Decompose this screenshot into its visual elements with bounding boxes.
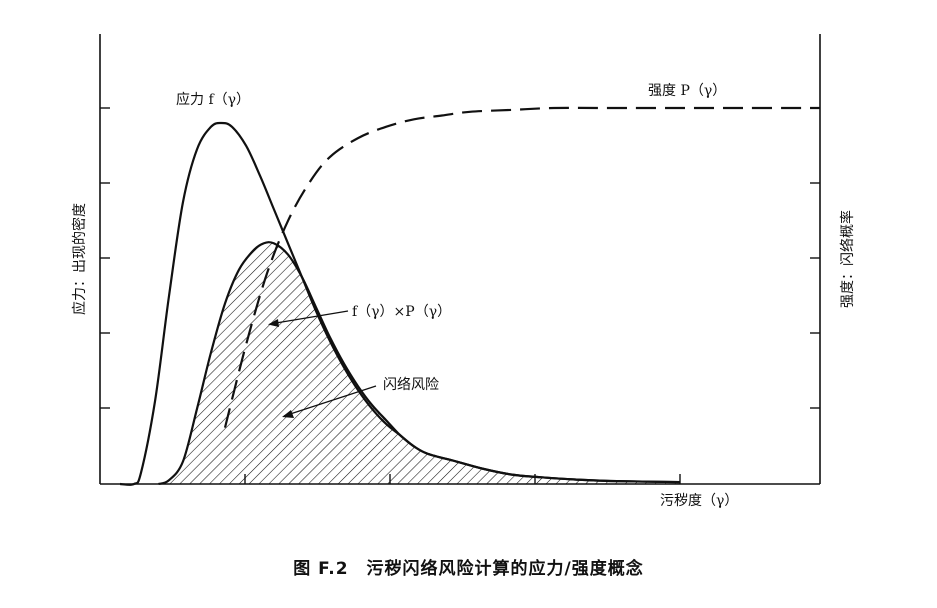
flashover-risk-area: [158, 242, 680, 484]
series-stress-line: [119, 121, 681, 486]
caption-text: 污秽闪络风险计算的应力/强度概念: [366, 559, 644, 579]
strength-label: 强度 P（γ）: [648, 83, 726, 99]
x-axis-label: 污秽度（γ）: [660, 493, 738, 509]
y-axis-left-label: 应力：出现的密度: [71, 203, 88, 315]
flashover-risk-label: 闪络风险: [383, 377, 439, 393]
risk-leader-arrowhead: [282, 410, 294, 418]
figure-caption: 图 F.2 污秽闪络风险计算的应力/强度概念: [0, 554, 937, 579]
figure-number: 图 F.2: [293, 559, 349, 579]
series-strength-line: [223, 106, 820, 428]
stress-label: 应力 f（γ）: [176, 91, 250, 108]
risk-leader-line: [283, 385, 377, 417]
product-label: f（γ）×P（γ）: [352, 304, 451, 320]
product-leader-arrowhead: [268, 319, 279, 327]
product-leader-line: [269, 310, 349, 325]
y-axis-right-label: 强度：闪络概率: [839, 210, 856, 308]
